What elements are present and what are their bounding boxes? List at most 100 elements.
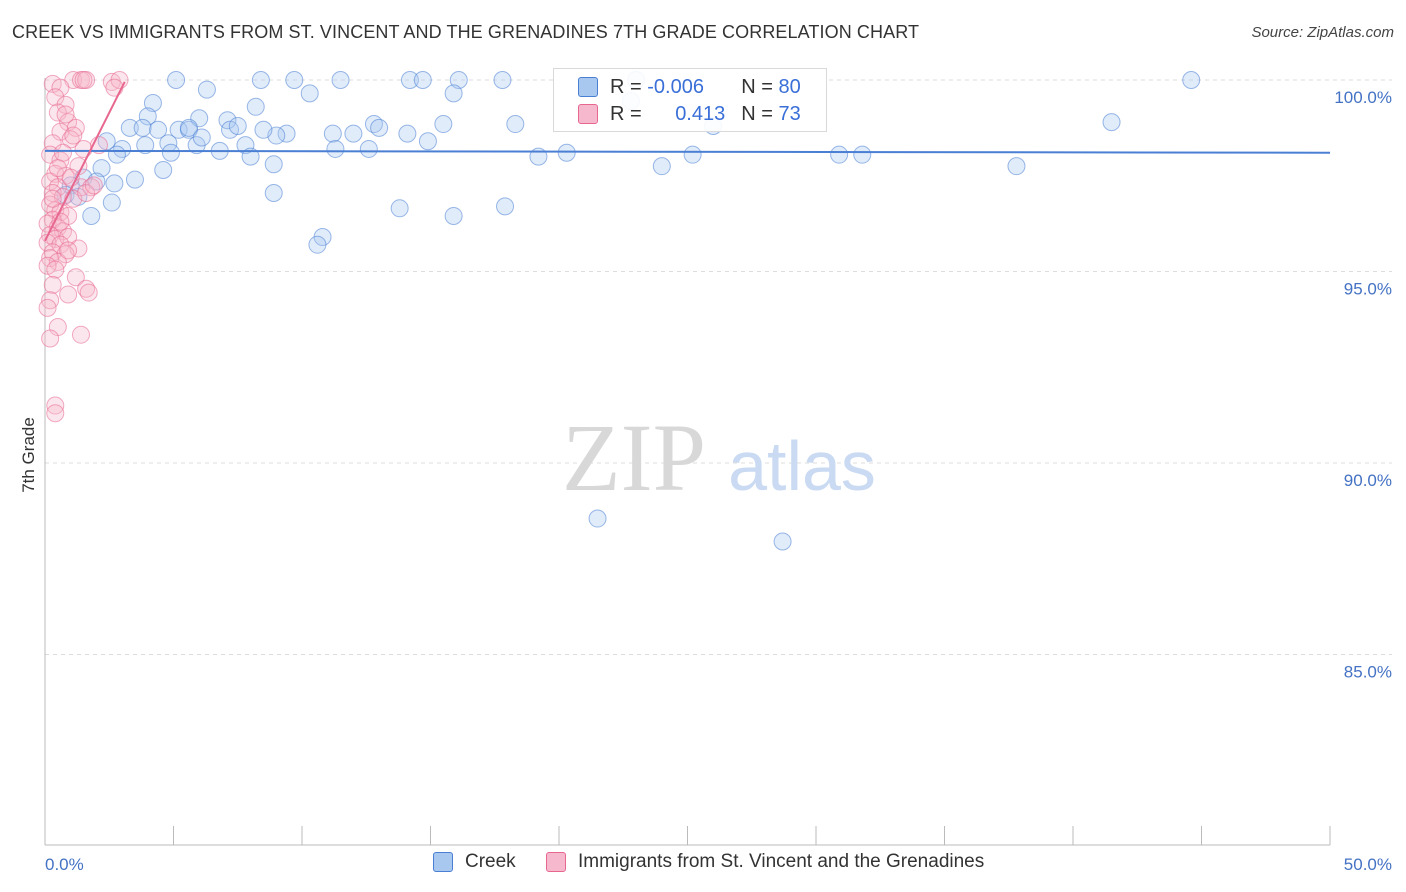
immigrants-point bbox=[105, 78, 124, 97]
x-tick-label: 50.0% bbox=[1344, 855, 1392, 874]
legend-item-immigrants[interactable]: Immigrants from St. Vincent and the Gren… bbox=[546, 851, 984, 873]
creek-point bbox=[323, 124, 342, 143]
legend-item-creek[interactable]: Creek bbox=[433, 851, 516, 873]
immigrants-point bbox=[41, 329, 60, 348]
r-value: 0.413 bbox=[675, 102, 726, 125]
immigrants-point bbox=[53, 143, 72, 162]
n-value: 80 bbox=[778, 75, 801, 98]
immigrants-point bbox=[59, 241, 78, 260]
creek-point bbox=[149, 120, 168, 139]
r-value: -0.006 bbox=[647, 75, 704, 98]
immigrants-point bbox=[56, 105, 75, 124]
creek-point bbox=[359, 139, 378, 158]
creek-point bbox=[82, 206, 101, 225]
creek-point bbox=[236, 136, 255, 155]
creek-point bbox=[179, 118, 198, 137]
creek-point bbox=[154, 161, 173, 180]
creek-point bbox=[444, 84, 463, 103]
n-value: 73 bbox=[778, 102, 801, 125]
creek-point bbox=[652, 157, 671, 176]
y-tick-label: 95.0% bbox=[1344, 280, 1392, 299]
immigrants-point bbox=[71, 325, 90, 344]
creek-point bbox=[449, 71, 468, 89]
axis-labels: 100.0% 95.0% 90.0% 85.0% 0.0% 50.0% bbox=[45, 88, 1392, 874]
immigrants-point bbox=[84, 176, 103, 195]
creek-point bbox=[683, 145, 702, 164]
immigrants-point bbox=[43, 275, 62, 294]
immigrants-point bbox=[48, 178, 67, 197]
creek-point bbox=[493, 71, 512, 89]
immigrants-point bbox=[59, 285, 78, 304]
immigrants-point bbox=[48, 159, 67, 178]
creek-point bbox=[113, 139, 132, 158]
immigrants-point bbox=[79, 283, 98, 302]
y-tick-label: 100.0% bbox=[1334, 88, 1392, 107]
creek-point bbox=[197, 80, 216, 99]
creek-point bbox=[326, 139, 345, 158]
immigrants-trend-line bbox=[44, 81, 126, 242]
creek-point bbox=[434, 115, 453, 134]
creek-point bbox=[136, 136, 155, 155]
creek-point bbox=[254, 120, 273, 139]
immigrants-point bbox=[51, 78, 70, 97]
creek-point bbox=[120, 118, 139, 137]
series-legend: Creek Immigrants from St. Vincent and th… bbox=[0, 851, 1406, 877]
y-tick-label: 85.0% bbox=[1344, 663, 1392, 682]
creek-point bbox=[125, 170, 144, 189]
immigrants-point bbox=[82, 178, 101, 197]
creek-point bbox=[167, 71, 186, 89]
creek-point bbox=[398, 124, 417, 143]
immigrants-point bbox=[46, 88, 65, 107]
creek-point bbox=[107, 145, 126, 164]
creek-point bbox=[102, 193, 121, 212]
n-label: N = bbox=[741, 102, 779, 125]
creek-point bbox=[143, 93, 162, 112]
creek-point bbox=[557, 143, 576, 162]
legend-label: Immigrants from St. Vincent and the Gren… bbox=[578, 851, 985, 872]
legend-label: Creek bbox=[465, 851, 516, 872]
immigrants-point bbox=[74, 71, 93, 89]
immigrants-point bbox=[46, 404, 65, 423]
creek-point bbox=[496, 197, 515, 216]
immigrants-point bbox=[46, 260, 65, 279]
creek-point bbox=[133, 118, 152, 137]
immigrants-point bbox=[77, 183, 96, 202]
stats-legend-row-creek: R = -0.006 N = 80 bbox=[578, 74, 801, 100]
creek-point bbox=[105, 174, 124, 193]
data-points bbox=[38, 71, 1201, 551]
n-label: N = bbox=[741, 75, 779, 98]
immigrants-point bbox=[59, 228, 78, 247]
creek-point bbox=[413, 71, 432, 89]
y-axis-title: 7th Grade bbox=[19, 417, 38, 493]
creek-point bbox=[390, 199, 409, 218]
creek-point bbox=[418, 132, 437, 151]
immigrants-point bbox=[43, 183, 62, 202]
immigrants-point bbox=[66, 268, 85, 287]
creek-trend-line bbox=[44, 149, 1331, 154]
creek-point bbox=[400, 71, 419, 89]
creek-point bbox=[308, 235, 327, 254]
watermark-zip: ZIP bbox=[562, 404, 706, 511]
y-tick-label: 90.0% bbox=[1344, 471, 1392, 490]
creek-point bbox=[588, 509, 607, 528]
immigrants-point bbox=[56, 95, 75, 114]
creek-swatch bbox=[433, 852, 453, 872]
r-label: R = bbox=[610, 102, 648, 125]
chart-title: CREEK VS IMMIGRANTS FROM ST. VINCENT AND… bbox=[12, 22, 920, 42]
trend-lines bbox=[44, 81, 1331, 242]
creek-point bbox=[853, 145, 872, 164]
creek-point bbox=[300, 84, 319, 103]
creek-point bbox=[241, 147, 260, 166]
x-tick-label: 0.0% bbox=[45, 855, 84, 874]
immigrants-point bbox=[38, 298, 57, 317]
stats-legend: R = -0.006 N = 80 R = 0.413 N = 73 bbox=[553, 68, 827, 132]
creek-point bbox=[92, 159, 111, 178]
creek-point bbox=[138, 107, 157, 126]
creek-point bbox=[773, 532, 792, 551]
creek-point bbox=[506, 115, 525, 134]
immigrants-swatch bbox=[578, 104, 598, 124]
watermark: ZIP atlas bbox=[562, 404, 876, 511]
stats-legend-row-immigrants: R = 0.413 N = 73 bbox=[578, 101, 801, 127]
creek-point bbox=[344, 124, 363, 143]
